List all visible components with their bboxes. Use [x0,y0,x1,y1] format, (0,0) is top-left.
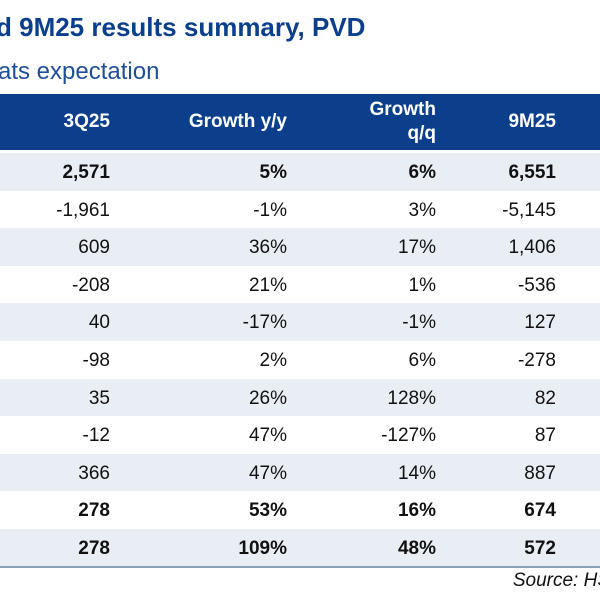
table-cell: 1% [408,274,436,296]
table-cell: -17% [242,312,287,334]
table-cell: -12 [82,425,110,447]
table-title: d 9M25 results summary, PVD [0,12,366,42]
column-header-growth-qq: Growth q/q [369,99,437,144]
table-cell: 47% [248,425,287,447]
table-cell: 36% [248,237,287,259]
table-row: 278 109% 48% 572 [0,528,600,567]
table-cell: -1,961 [56,199,110,221]
table-row: 40 -17% -1% 127 [0,303,600,341]
table-cell: 609 [78,237,110,259]
table-cell: 40 [88,312,110,334]
column-header-growth-yy: Growth y/y [188,111,287,132]
table-cell: -98 [82,349,110,371]
table-cell: 128% [387,387,436,409]
table-cell: -278 [517,349,556,371]
table-body: 2,571 5% 6% 6,551 -1,961 -1% 3% -5,145 609 36% 17%… [0,153,600,567]
table-row: -1,961 -1% 3% -5,145 [0,191,600,229]
column-header-9m25: 9M25 [508,111,556,132]
table-cell: 572 [524,537,556,559]
table-cell: 1,406 [508,237,556,259]
table-row: -98 2% 6% -278 [0,341,600,379]
table-cell: 2,571 [62,162,110,183]
table-cell: 21% [248,274,287,296]
table-row: -208 21% 1% -536 [0,266,600,304]
table-cell: 82 [534,387,556,409]
table-row: 278 53% 16% 674 [0,491,600,529]
source-note: Source: HS [512,570,600,591]
table-cell: 53% [248,500,287,522]
table-row: 2,571 5% 6% 6,551 [0,153,600,191]
table-cell: 87 [534,425,556,447]
table-cell: 17% [397,237,436,259]
table-cell: 366 [78,462,110,484]
table-cell: -127% [381,425,436,447]
table-row: 609 36% 17% 1,406 [0,228,600,266]
table-cell: 14% [397,462,436,484]
table-cell: -536 [517,274,556,296]
table-header: 3Q25 Growth y/y Growth q/q 9M25 [0,94,600,150]
table-subtitle: ats expectation [0,58,160,85]
table-row: 35 26% 128% 82 [0,378,600,417]
table-cell: 5% [259,162,287,183]
table-cell: -5,145 [502,199,556,221]
table-cell: 278 [78,537,110,559]
table-cell: 2% [259,349,287,371]
table-cell: -1% [402,312,436,334]
table-cell: 127 [524,312,556,334]
table-cell: 278 [78,500,110,522]
table-cell: 48% [397,537,436,559]
table-row: -12 47% -127% 87 [0,416,600,454]
table-cell: 6,551 [508,162,556,183]
table-cell: 3% [408,199,436,221]
table-cell: 6% [408,349,436,371]
table-cell: 47% [248,462,287,484]
table-cell: -208 [71,274,110,296]
table-cell: 16% [397,500,436,522]
table-row: 366 47% 14% 887 [0,453,600,492]
table-cell: 6% [408,162,436,183]
table-cell: 109% [238,537,287,559]
table-cell: -1% [253,199,287,221]
table-cell: 26% [248,387,287,409]
column-header-3q25: 3Q25 [63,111,110,132]
table-cell: 674 [524,500,556,522]
table-cell: 35 [88,387,110,409]
table-cell: 887 [524,462,556,484]
table-bottom-border [0,566,600,568]
